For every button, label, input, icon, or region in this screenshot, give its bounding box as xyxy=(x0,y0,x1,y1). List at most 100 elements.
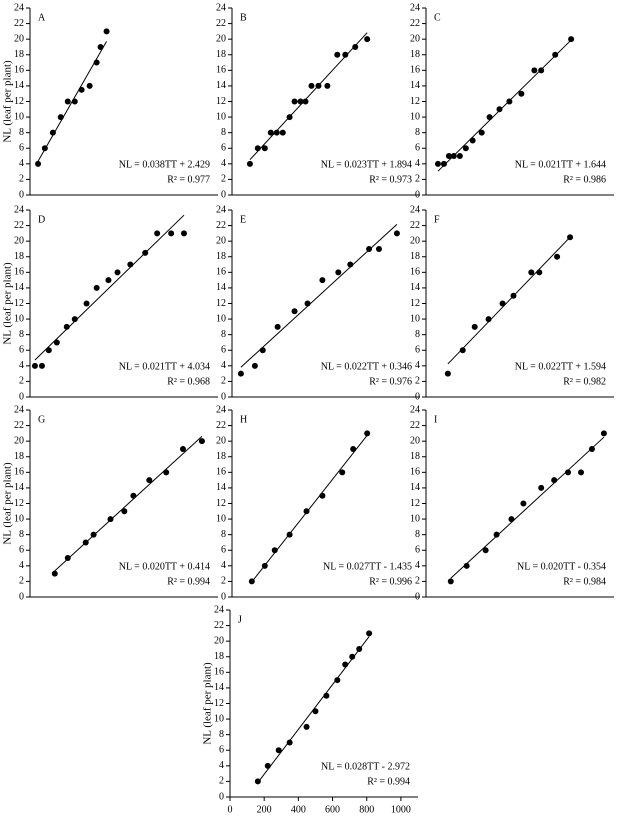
data-point xyxy=(493,531,500,538)
data-point xyxy=(168,230,175,237)
y-tick-label: 18 xyxy=(410,49,420,60)
y-tick-label: 16 xyxy=(410,267,420,278)
annotation: R² = 0.977 xyxy=(167,174,210,185)
data-point xyxy=(520,500,527,507)
y-tick-label: 8 xyxy=(19,127,24,138)
data-point xyxy=(366,630,373,637)
y-tick-label: 2 xyxy=(415,376,420,387)
x-tick-label: 800 xyxy=(359,804,374,815)
y-tick-label: 10 xyxy=(410,111,420,122)
y-tick-label: 8 xyxy=(415,529,420,540)
y-tick-label: 6 xyxy=(415,545,420,556)
data-point xyxy=(154,230,161,237)
y-tick-label: 2 xyxy=(221,376,226,387)
data-point xyxy=(456,153,463,160)
y-tick-label: 12 xyxy=(216,298,226,309)
y-tick-label: 4 xyxy=(415,560,420,571)
y-tick-label: 16 xyxy=(14,65,24,76)
y-tick-label: 0 xyxy=(415,189,420,200)
data-point xyxy=(366,245,373,252)
data-point xyxy=(237,370,244,377)
trend-line xyxy=(251,435,368,583)
y-tick-label: 20 xyxy=(410,235,420,246)
data-point xyxy=(286,531,293,538)
data-point xyxy=(335,269,342,276)
annotation: R² = 0.986 xyxy=(563,174,606,185)
data-point xyxy=(63,323,70,330)
y-tick-label: 16 xyxy=(216,267,226,278)
panel-label: H xyxy=(240,414,247,425)
y-tick-label: 4 xyxy=(415,158,420,169)
x-tick-label: 1000 xyxy=(391,804,411,815)
data-point xyxy=(93,284,100,291)
data-point xyxy=(303,508,310,515)
annotation: NL = 0.022TT + 0.346 xyxy=(321,361,412,372)
data-point xyxy=(347,261,354,268)
annotation: R² = 0.994 xyxy=(167,576,210,587)
data-point xyxy=(434,160,441,167)
data-point xyxy=(350,445,357,452)
data-point xyxy=(31,362,38,369)
data-point xyxy=(291,308,298,315)
data-point xyxy=(364,430,371,437)
y-tick-label: 16 xyxy=(216,65,226,76)
data-point xyxy=(64,98,71,105)
trend-line xyxy=(54,435,203,572)
y-tick-label: 6 xyxy=(19,545,24,556)
data-point xyxy=(180,230,187,237)
data-point xyxy=(86,82,93,89)
y-tick-label: 24 xyxy=(14,404,24,415)
y-tick-label: 16 xyxy=(14,267,24,278)
y-tick-label: 4 xyxy=(19,560,24,571)
data-point xyxy=(447,578,454,585)
data-point xyxy=(302,98,309,105)
data-point xyxy=(356,645,363,652)
data-point xyxy=(163,469,170,476)
y-tick-label: 22 xyxy=(14,220,24,231)
y-tick-label: 20 xyxy=(410,33,420,44)
data-point xyxy=(323,692,330,699)
y-axis-label: NL (leaf per plant) xyxy=(202,662,214,745)
data-point xyxy=(45,347,52,354)
data-point xyxy=(496,106,503,113)
y-tick-label: 0 xyxy=(19,391,24,402)
data-point xyxy=(78,86,85,93)
y-axis-label: NL (leaf per plant) xyxy=(2,462,14,545)
y-tick-label: 16 xyxy=(216,467,226,478)
annotation: NL = 0.023TT + 1.894 xyxy=(321,159,412,170)
y-tick-label: 0 xyxy=(221,591,226,602)
data-point xyxy=(41,145,48,152)
y-tick-label: 2 xyxy=(221,174,226,185)
y-tick-label: 0 xyxy=(19,189,24,200)
y-tick-label: 4 xyxy=(19,158,24,169)
y-tick-label: 16 xyxy=(214,667,224,678)
y-tick-label: 24 xyxy=(14,204,24,215)
annotation: R² = 0.982 xyxy=(563,376,606,387)
trend-line xyxy=(447,236,571,365)
y-tick-label: 6 xyxy=(415,345,420,356)
annotation: R² = 0.984 xyxy=(563,576,606,587)
data-point xyxy=(440,160,447,167)
data-point xyxy=(97,43,104,50)
y-tick-label: 6 xyxy=(19,143,24,154)
data-point xyxy=(121,508,128,515)
y-tick-label: 8 xyxy=(221,127,226,138)
data-point xyxy=(308,82,315,89)
y-tick-label: 18 xyxy=(214,651,224,662)
y-tick-label: 12 xyxy=(410,96,420,107)
data-point xyxy=(35,160,42,167)
y-tick-label: 22 xyxy=(216,420,226,431)
annotation: NL = 0.021TT + 1.644 xyxy=(515,159,606,170)
data-point xyxy=(130,492,137,499)
y-tick-label: 6 xyxy=(221,545,226,556)
y-tick-label: 12 xyxy=(14,96,24,107)
annotation: NL = 0.020TT - 0.354 xyxy=(517,561,606,572)
data-point xyxy=(146,477,153,484)
y-tick-label: 14 xyxy=(216,282,226,293)
data-point xyxy=(264,762,271,769)
data-point xyxy=(303,723,310,730)
data-point xyxy=(304,300,311,307)
trend-line xyxy=(240,223,398,368)
data-point xyxy=(445,153,452,160)
